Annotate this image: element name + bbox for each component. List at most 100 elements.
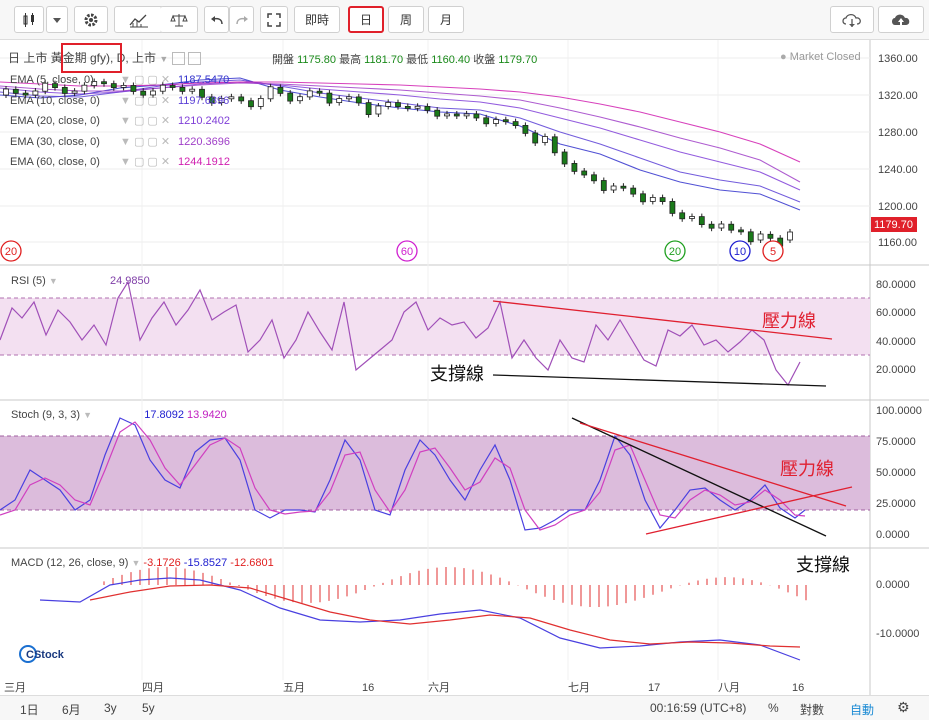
low-value: 1160.40 (431, 54, 471, 66)
load-chart-button[interactable] (830, 6, 874, 33)
candle-body (600, 180, 607, 191)
candle-body (355, 96, 362, 104)
candle-body (257, 98, 264, 107)
candlestick-type-button[interactable] (14, 6, 44, 33)
period-marker-text: 20 (669, 246, 681, 258)
ema-legend-label: EMA (10, close, 0) (10, 94, 100, 107)
range-6m-button[interactable]: 6月 (62, 703, 81, 717)
range-1d-button[interactable]: 1日 (20, 703, 39, 717)
symbol-legend[interactable]: 日 上市 黃金期 gfy), D, 上市 ▼ (8, 49, 201, 66)
close-value: 1179.70 (498, 54, 538, 66)
log-toggle[interactable]: 對數 (800, 703, 825, 717)
svg-text:CStock: CStock (26, 649, 65, 661)
stoch-axis[interactable]: 100.0000 75.0000 50.0000 25.0000 0.0000 (876, 405, 922, 541)
chevron-down-icon[interactable]: ▼ (48, 276, 58, 286)
undo-icon (210, 15, 223, 24)
gear-icon[interactable]: ⚙ (897, 699, 910, 715)
price-axis[interactable]: 1360.00 1320.00 1280.00 1240.00 1200.00 … (878, 53, 918, 249)
candle-body (444, 113, 450, 117)
low-label: 最低 (406, 54, 429, 66)
auto-toggle[interactable]: 自動 (850, 703, 875, 717)
bottom-bar: 1日 6月 3y 5y 00:16:59 (UTC+8) % 對數 自動 ⚙ (0, 695, 929, 720)
interval-intraday-button[interactable]: 即時 (294, 6, 340, 33)
candle-body (640, 193, 646, 203)
settings-button[interactable] (74, 6, 108, 33)
chart-area[interactable]: 壓力線 支撐線 壓力線 支撐線 1360.00 1320.00 1280.00 … (0, 40, 929, 695)
ema-legend-row[interactable]: EMA (30, close, 0) ▼ ▢ ▢ ✕ 1220.3696 (10, 132, 230, 153)
candle-body (571, 163, 578, 172)
stoch-legend[interactable]: Stoch (9, 3, 3) ▼ 17.8092 13.9420 (11, 409, 227, 421)
stoch-resistance-trendline[interactable] (579, 422, 847, 507)
candle-body (228, 96, 235, 100)
candle-body (32, 90, 39, 96)
stoch-resistance-label: 壓力線 (780, 459, 834, 479)
stoch-tick: 25.0000 (876, 498, 916, 510)
candle-body (718, 223, 725, 229)
fullscreen-button[interactable] (260, 6, 288, 33)
chevron-down-icon[interactable]: ▼ (159, 54, 169, 64)
macd-tick: -10.0000 (876, 628, 919, 640)
range-5y-button[interactable]: 5y (142, 701, 155, 715)
ema-legend-row[interactable]: EMA (20, close, 0) ▼ ▢ ▢ ✕ 1210.2402 (10, 111, 230, 132)
eye-icon[interactable] (171, 52, 185, 66)
ema-legend-controls[interactable]: ▼ ▢ ▢ ✕ (120, 135, 171, 148)
price-tick: 1240.00 (878, 164, 918, 176)
candle-body (199, 88, 205, 98)
candle-body (316, 90, 323, 94)
candle-body (532, 132, 539, 144)
time-tick: 16 (362, 682, 374, 694)
fullscreen-icon (267, 12, 281, 27)
clock: 00:16:59 (UTC+8) (650, 701, 747, 715)
candle-body (757, 233, 764, 241)
ema-legend-row[interactable]: EMA (5, close, 0) ▼ ▢ ▢ ✕ 1187.5470 (10, 70, 230, 91)
indicators-button[interactable] (114, 6, 164, 33)
stoch-tick: 100.0000 (876, 405, 922, 417)
chart-type-dropdown[interactable] (46, 6, 68, 33)
chart-svg[interactable]: 壓力線 支撐線 壓力線 支撐線 1360.00 1320.00 1280.00 … (0, 40, 929, 695)
macd-axis[interactable]: 0.0000 -10.0000 (876, 579, 919, 640)
time-tick: 16 (792, 682, 804, 694)
stoch-support-trendline[interactable] (571, 417, 827, 537)
candlestick-icon (23, 12, 34, 27)
interval-day-button[interactable]: 日 (348, 6, 384, 33)
cloud-download-icon (842, 13, 861, 27)
interval-month-button[interactable]: 月 (428, 6, 464, 33)
candle-body (483, 117, 490, 125)
gear-icon[interactable] (187, 52, 201, 66)
candle-body (581, 170, 588, 176)
candle-body (169, 85, 176, 88)
ema-legend-controls[interactable]: ▼ ▢ ▢ ✕ (120, 94, 171, 107)
stoch-rising-trendline[interactable] (645, 486, 853, 535)
save-chart-button[interactable] (878, 6, 924, 33)
time-axis[interactable]: 三月 四月 五月 16 六月 七月 17 八月 16 (4, 681, 804, 694)
candle-body (179, 87, 186, 92)
candle-body (473, 113, 480, 119)
chevron-down-icon[interactable]: ▼ (131, 558, 141, 568)
compare-button[interactable] (160, 6, 198, 33)
stoch-support-label: 支撐線 (796, 555, 850, 575)
chevron-down-icon[interactable]: ▼ (83, 410, 93, 420)
interval-week-button[interactable]: 周 (388, 6, 424, 33)
undo-button[interactable] (204, 6, 229, 33)
time-tick: 七月 (568, 681, 590, 694)
candle-body (91, 81, 98, 86)
range-3y-button[interactable]: 3y (104, 701, 117, 715)
indicators-icon (129, 14, 148, 27)
ema-legend-row[interactable]: EMA (60, close, 0) ▼ ▢ ▢ ✕ 1244.1912 (10, 152, 230, 173)
rsi-support-label: 支撐線 (430, 364, 484, 384)
ema-legend-controls[interactable]: ▼ ▢ ▢ ✕ (120, 115, 171, 127)
price-tick: 1160.00 (878, 237, 917, 249)
ema-legend-controls[interactable]: ▼ ▢ ▢ ✕ (120, 156, 171, 168)
candle-body (669, 200, 676, 214)
percent-toggle[interactable]: % (768, 701, 779, 715)
rsi-axis[interactable]: 80.0000 60.0000 40.0000 20.0000 (876, 279, 916, 376)
rsi-resistance-trendline[interactable] (492, 300, 833, 340)
ema-legend-controls[interactable]: ▼ ▢ ▢ ✕ (120, 74, 171, 86)
rsi-legend[interactable]: RSI (5) ▼ 24.9850 (11, 275, 150, 287)
redo-icon (235, 15, 248, 24)
ema-legend-row[interactable]: EMA (10, close, 0) ▼ ▢ ▢ ✕ 1197.6896 (10, 91, 230, 112)
rsi-support-trendline[interactable] (492, 374, 827, 387)
macd-legend[interactable]: MACD (12, 26, close, 9) ▼ -3.1726 -15.85… (11, 557, 274, 569)
candle-body (110, 83, 117, 88)
redo-button[interactable] (229, 6, 254, 33)
